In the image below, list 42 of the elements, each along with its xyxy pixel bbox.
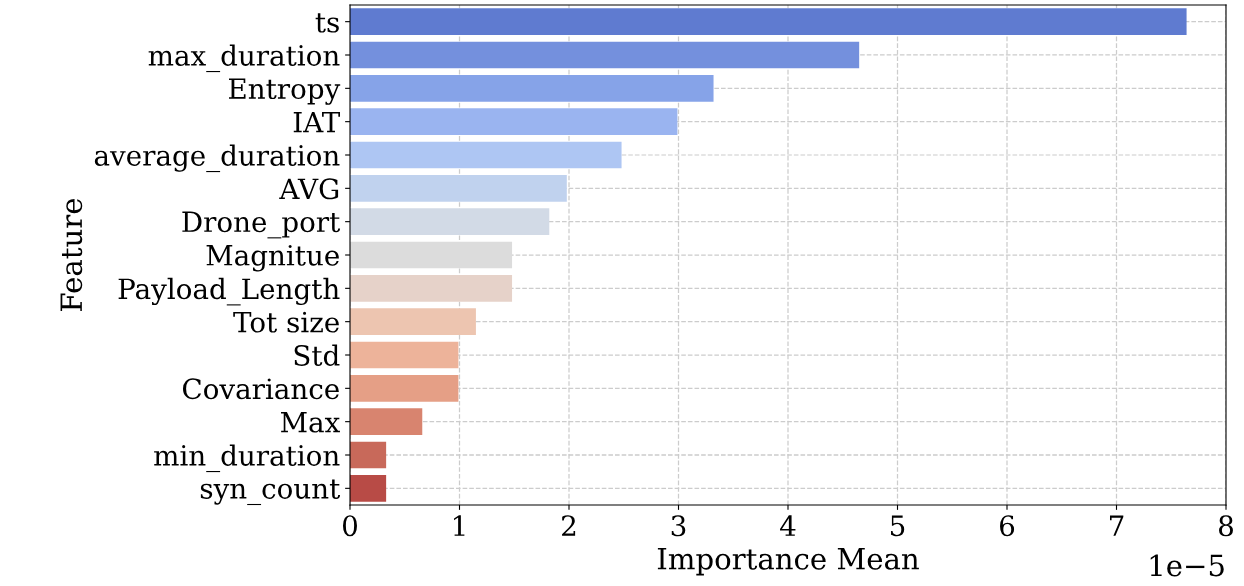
bar	[350, 375, 459, 402]
y-tick-label: syn_count	[200, 479, 341, 506]
bar	[350, 275, 513, 302]
bar	[350, 8, 1187, 35]
y-tick-label: Entropy	[229, 78, 341, 105]
x-tick-label: 7	[1110, 515, 1124, 536]
bar	[350, 175, 567, 202]
x-tick-label: 4	[780, 515, 796, 536]
y-tick-label: max_duration	[148, 44, 340, 73]
y-tick-label: Payload_Length	[118, 277, 340, 306]
text: 1e−5	[1150, 554, 1224, 577]
bar	[350, 208, 550, 235]
bar	[350, 441, 387, 469]
bar	[350, 108, 678, 135]
bar	[350, 241, 513, 269]
x-tick-label: 5	[891, 515, 905, 537]
y-tick-label: min_duration	[154, 444, 340, 473]
y-tick-label: Max	[280, 411, 340, 433]
bar	[350, 41, 860, 69]
y-tick-label: Covariance	[182, 378, 339, 400]
bar	[350, 308, 476, 335]
bar	[350, 75, 714, 102]
y-tick-label: Magnitue	[206, 244, 339, 272]
y-tick-label: Std	[294, 344, 340, 366]
x-tick-label: 2	[562, 515, 576, 536]
x-axis-title: Importance Mean	[657, 548, 919, 576]
bar	[350, 341, 459, 369]
bar	[350, 141, 622, 169]
x-tick-label: 3	[671, 515, 686, 537]
y-tick-label: ts	[315, 13, 339, 33]
x-tick-label: 1	[454, 515, 465, 536]
y-axis-title: Feature	[60, 198, 83, 311]
y-tick-label: AVG	[279, 178, 339, 200]
x-tick-label: 0	[342, 515, 357, 537]
bar	[350, 408, 423, 435]
x-tick-label: 8	[1219, 515, 1233, 537]
bar	[350, 475, 387, 502]
y-tick-label: average_duration	[94, 144, 340, 173]
y-tick-label: Drone_port	[182, 211, 341, 239]
y-tick-label: IAT	[293, 111, 340, 133]
y-tick-label: Tot size	[233, 311, 339, 333]
x-tick-label: 6	[1000, 515, 1015, 537]
